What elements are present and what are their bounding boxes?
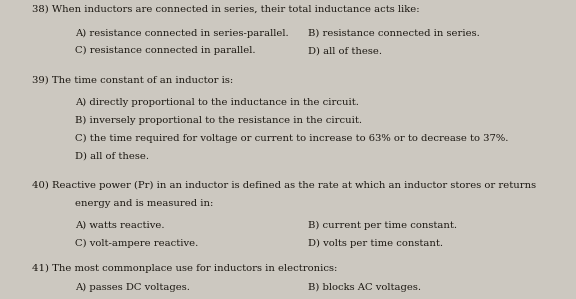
Text: B) blocks AC voltages.: B) blocks AC voltages. <box>308 283 421 292</box>
Text: 39) The time constant of an inductor is:: 39) The time constant of an inductor is: <box>32 75 233 84</box>
Text: B) inversely proportional to the resistance in the circuit.: B) inversely proportional to the resista… <box>75 116 362 125</box>
Text: B) resistance connected in series.: B) resistance connected in series. <box>308 28 480 37</box>
Text: energy and is measured in:: energy and is measured in: <box>75 199 213 208</box>
Text: 40) Reactive power (Pr) in an inductor is defined as the rate at which an induct: 40) Reactive power (Pr) in an inductor i… <box>32 181 536 190</box>
Text: 38) When inductors are connected in series, their total inductance acts like:: 38) When inductors are connected in seri… <box>32 4 419 13</box>
Text: A) passes DC voltages.: A) passes DC voltages. <box>75 283 190 292</box>
Text: A) watts reactive.: A) watts reactive. <box>75 221 164 230</box>
Text: D) all of these.: D) all of these. <box>75 152 149 161</box>
Text: D) volts per time constant.: D) volts per time constant. <box>308 239 443 248</box>
Text: C) volt-ampere reactive.: C) volt-ampere reactive. <box>75 239 198 248</box>
Text: C) the time required for voltage or current to increase to 63% or to decrease to: C) the time required for voltage or curr… <box>75 134 508 143</box>
Text: D) all of these.: D) all of these. <box>308 46 382 55</box>
Text: A) directly proportional to the inductance in the circuit.: A) directly proportional to the inductan… <box>75 98 359 107</box>
Text: A) resistance connected in series-parallel.: A) resistance connected in series-parall… <box>75 28 289 38</box>
Text: B) current per time constant.: B) current per time constant. <box>308 221 457 230</box>
Text: C) resistance connected in parallel.: C) resistance connected in parallel. <box>75 46 255 56</box>
Text: 41) The most commonplace use for inductors in electronics:: 41) The most commonplace use for inducto… <box>32 264 337 273</box>
